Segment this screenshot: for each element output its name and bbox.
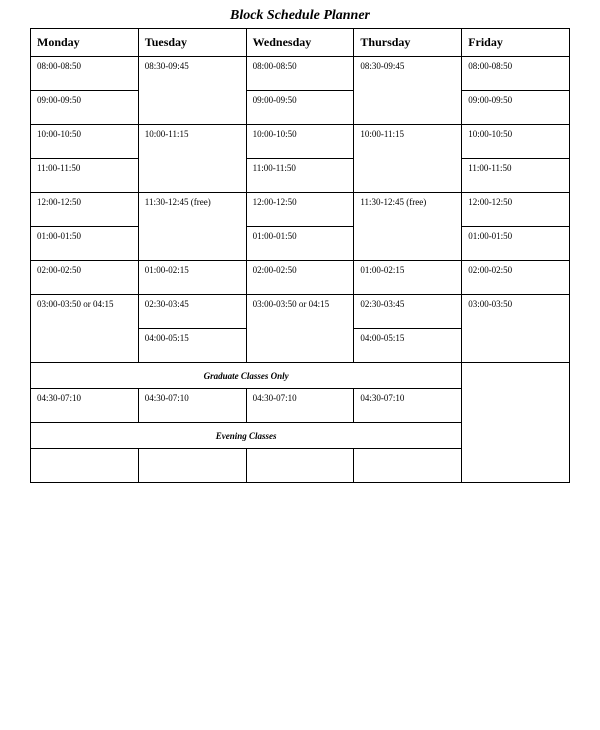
cell-empty [138,449,246,483]
cell: 02:00-02:50 [462,261,570,295]
cell: 11:00-11:50 [31,159,139,193]
cell: 04:30-07:10 [354,389,462,423]
cell: 01:00-01:50 [462,227,570,261]
cell: 03:00-03:50 or 04:15 [246,295,354,363]
time-row: 01:00-01:50 01:00-01:50 01:00-01:50 [31,227,570,261]
cell: 12:00-12:50 [246,193,354,227]
header-row: Monday Tuesday Wednesday Thursday Friday [31,29,570,57]
page: Block Schedule Planner Monday Tuesday We… [0,0,600,730]
cell: 04:00-05:15 [354,329,462,363]
cell: 09:00-09:50 [31,91,139,125]
time-row: 02:00-02:50 01:00-02:15 02:00-02:50 01:0… [31,261,570,295]
grad-section-title: Graduate Classes Only [31,363,462,389]
time-row: 10:00-10:50 10:00-11:15 10:00-10:50 10:0… [31,125,570,159]
cell: 01:00-02:15 [138,261,246,295]
cell: 04:00-05:15 [138,329,246,363]
cell: 04:30-07:10 [246,389,354,423]
cell: 03:00-03:50 or 04:15 [31,295,139,363]
cell: 11:30-12:45 (free) [354,193,462,261]
cell: 08:00-08:50 [462,57,570,91]
schedule-table: Monday Tuesday Wednesday Thursday Friday… [30,28,570,483]
cell: 09:00-09:50 [462,91,570,125]
cell: 11:00-11:50 [462,159,570,193]
cell: 09:00-09:50 [246,91,354,125]
cell: 11:30-12:45 (free) [138,193,246,261]
cell: 11:00-11:50 [246,159,354,193]
cell: 08:30-09:45 [138,57,246,125]
cell: 10:00-10:50 [462,125,570,159]
cell: 03:00-03:50 [462,295,570,363]
cell: 10:00-11:15 [354,125,462,193]
col-tuesday: Tuesday [138,29,246,57]
cell: 08:30-09:45 [354,57,462,125]
cell-empty [31,449,139,483]
cell-empty [246,449,354,483]
time-row: 11:00-11:50 11:00-11:50 11:00-11:50 [31,159,570,193]
cell: 04:30-07:10 [138,389,246,423]
col-thursday: Thursday [354,29,462,57]
cell: 02:00-02:50 [31,261,139,295]
planner-title: Block Schedule Planner [30,8,570,24]
cell: 01:00-02:15 [354,261,462,295]
cell: 10:00-10:50 [246,125,354,159]
col-monday: Monday [31,29,139,57]
section-row-grad: Graduate Classes Only [31,363,570,389]
time-row: 09:00-09:50 09:00-09:50 09:00-09:50 [31,91,570,125]
time-row: 08:00-08:50 08:30-09:45 08:00-08:50 08:3… [31,57,570,91]
cell: 08:00-08:50 [31,57,139,91]
col-wednesday: Wednesday [246,29,354,57]
cell: 02:30-03:45 [138,295,246,329]
col-friday: Friday [462,29,570,57]
cell: 01:00-01:50 [31,227,139,261]
cell-empty [354,449,462,483]
cell: 10:00-10:50 [31,125,139,159]
cell: 08:00-08:50 [246,57,354,91]
time-row: 12:00-12:50 11:30-12:45 (free) 12:00-12:… [31,193,570,227]
evening-section-title: Evening Classes [31,423,462,449]
cell: 12:00-12:50 [462,193,570,227]
cell: 02:00-02:50 [246,261,354,295]
cell-empty [462,363,570,483]
cell: 12:00-12:50 [31,193,139,227]
cell: 02:30-03:45 [354,295,462,329]
cell: 01:00-01:50 [246,227,354,261]
cell: 10:00-11:15 [138,125,246,193]
cell: 04:30-07:10 [31,389,139,423]
